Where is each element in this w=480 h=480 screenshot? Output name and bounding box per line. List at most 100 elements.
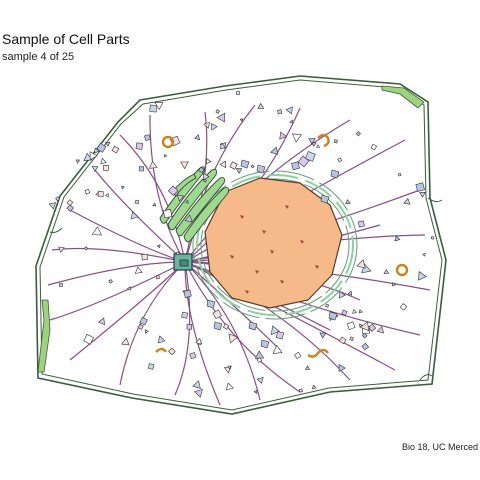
vesicle [222,323,230,330]
vesicle [84,188,91,195]
microtubule-fiber [184,261,261,401]
vesicle [305,151,316,162]
vesicle [270,325,281,335]
vesicle [254,350,265,359]
vesicle [144,329,149,334]
microtubule-fiber [149,114,186,263]
vesicle [157,335,166,344]
vesicle [104,193,109,198]
vesicle [105,141,111,147]
vesicle [111,145,120,154]
vesicle [399,303,408,311]
vesicle [240,159,250,169]
vesicle [272,344,283,354]
vesicle [359,323,363,328]
vesicle [108,279,113,284]
chromatin-speck [255,270,259,274]
vesicle [403,197,411,205]
vesicle [180,161,189,170]
vesicle [325,303,330,308]
vesicle [339,290,346,299]
vesicle [394,235,401,242]
vesicle [137,323,144,330]
vesicle [275,331,284,340]
golgi-apparatus [159,166,229,243]
vesicle [203,172,210,181]
vesicle [189,352,197,360]
vesicle [370,143,378,151]
vesicle [139,316,148,326]
vesicle [130,211,139,220]
vesicle [203,122,211,129]
vesicle [330,169,340,179]
vesicle [144,134,151,141]
vesicle [148,160,158,169]
vesicle [100,157,107,165]
vesicle [368,323,377,332]
nucleus [204,177,343,309]
vesicle [257,102,265,109]
cell-wall-green-segment [381,85,425,109]
vesicle [94,147,100,154]
centrosome [173,253,193,271]
vesicle [213,321,223,331]
vesicle [215,109,220,114]
vesicle [121,337,130,346]
vesicle [210,123,218,131]
vesicle [397,172,402,177]
endoplasmic-reticulum [192,170,358,320]
microtubule-fiber [184,261,301,393]
vesicle [253,389,258,395]
vesicle [346,321,356,330]
vesicle [298,388,304,393]
vesicle [235,90,241,96]
vesicle [66,204,74,212]
vesicle [97,317,105,326]
vesicle [383,269,390,275]
microtubule-fiber [69,261,186,361]
vesicle [361,332,368,339]
vesicle [361,342,370,351]
vesicle [219,160,227,169]
vesicle [176,194,185,202]
vesicle [147,363,155,370]
vesicle [341,309,348,316]
vesicle [48,202,57,210]
chromatin-speckles [230,205,319,294]
mitochondria [155,133,409,358]
chromatin-speck [300,240,304,244]
vesicle [134,266,143,274]
vesicle [193,388,203,398]
cell-wall-green-segment [37,299,51,373]
vesicle [391,281,397,287]
vesicle [184,199,189,204]
vesicle [59,283,63,287]
chromatin-speck [245,290,249,294]
vesicle [154,102,164,110]
vesicle [270,146,279,155]
vesicle [97,191,104,198]
chromatin-speck [315,265,319,269]
vesicle [349,336,354,342]
chromatin-speck [285,205,289,209]
vesicle [175,251,181,256]
vesicle [289,119,294,124]
vesicle [156,244,161,249]
vesicle [194,134,201,141]
vesicle [167,185,179,196]
cell-membrane [35,75,447,415]
vesicle [311,384,317,390]
vesicle [184,214,193,223]
vesicle [225,382,234,391]
vesicle [183,289,192,298]
vesicle [91,226,102,236]
vesicle [84,246,89,251]
vesicle [338,336,347,345]
vesicle [347,290,353,296]
vesicle [355,131,361,137]
vesicle [320,194,330,204]
vesicle [358,309,363,314]
vesicle [141,253,148,261]
page-caption: Bio 18, UC Merced [401,442,478,452]
